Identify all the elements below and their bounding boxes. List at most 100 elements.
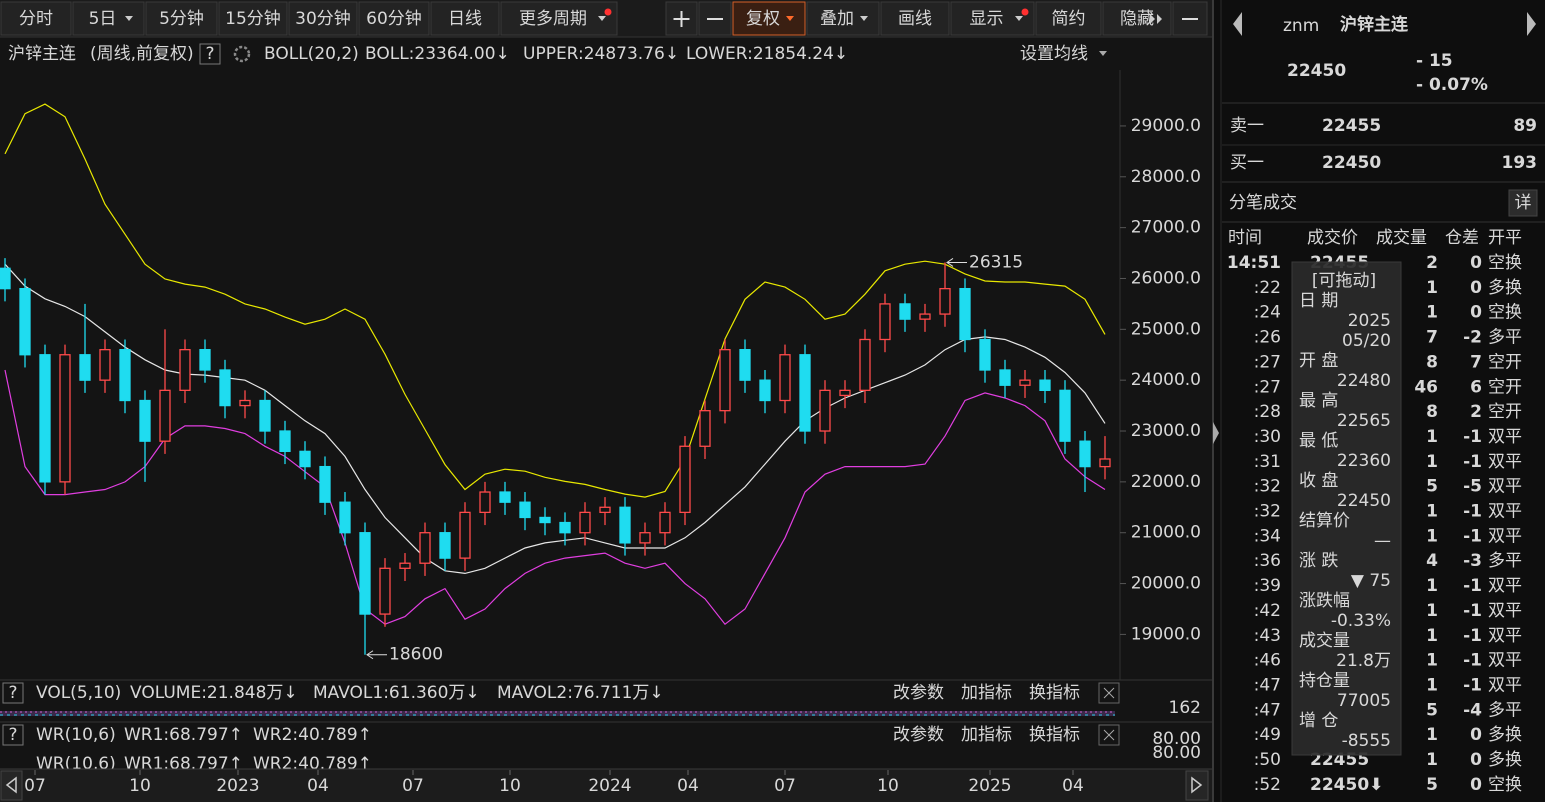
tick-time: 14:51 xyxy=(1227,253,1281,273)
tick-diff: -1 xyxy=(1463,601,1482,621)
candle-body xyxy=(0,267,11,290)
boll-line xyxy=(4,369,1106,626)
candle-body xyxy=(639,532,651,544)
panel-action[interactable]: 换指标 xyxy=(1029,683,1080,703)
tick-time: :47 xyxy=(1254,675,1281,695)
candle-body xyxy=(399,562,411,569)
candle-body xyxy=(139,399,151,442)
tick-volume: 1 xyxy=(1426,651,1438,671)
tick-time: :32 xyxy=(1254,477,1281,497)
hide-icon xyxy=(1157,14,1162,24)
toolbar-button[interactable] xyxy=(880,1,950,36)
toolbar-button[interactable] xyxy=(0,1,72,36)
tick-type: 空开 xyxy=(1488,352,1522,372)
quote-name: 沪锌主连 xyxy=(1340,14,1409,35)
toolbar-button[interactable] xyxy=(1035,1,1102,36)
tick-type: 双平 xyxy=(1488,651,1522,671)
indicator-value: MAVOL1:61.360万↓ xyxy=(313,683,480,703)
toolbar-button[interactable] xyxy=(218,1,288,36)
tick-type: 双平 xyxy=(1488,452,1522,472)
tick-type: 多平 xyxy=(1488,551,1522,571)
toolbar-label: 更多周期 xyxy=(519,9,587,29)
candle-body xyxy=(579,511,591,534)
indicator-value: WR1:68.797↑ xyxy=(124,725,243,745)
order-volume: 193 xyxy=(1502,153,1538,173)
panel-toggle[interactable] xyxy=(1213,422,1219,444)
order-price: 22450 xyxy=(1322,153,1381,173)
candle-body xyxy=(979,338,991,371)
detail-button[interactable] xyxy=(1508,189,1538,217)
candle-body xyxy=(199,349,211,371)
toolbar-label: 5分钟 xyxy=(159,9,204,29)
tick-diff: -2 xyxy=(1463,328,1482,348)
candle-body xyxy=(439,532,451,559)
popup-value: 22480 xyxy=(1337,371,1391,391)
info-indicator: BOLL(20,2) xyxy=(264,44,359,64)
panel-action[interactable]: 改参数 xyxy=(893,683,944,703)
candle-body xyxy=(679,445,691,514)
candle-body xyxy=(779,354,791,402)
toolbar-label: 60分钟 xyxy=(366,9,422,29)
info-popup[interactable] xyxy=(1291,261,1402,756)
info-symbol: 沪锌主连 xyxy=(8,44,76,64)
tick-type: 双平 xyxy=(1488,502,1522,522)
info-lower: LOWER:21854.24↓ xyxy=(686,44,848,64)
toolbar-button[interactable] xyxy=(72,1,145,36)
panel-action[interactable]: 加指标 xyxy=(961,683,1012,703)
candle-body xyxy=(459,511,471,559)
candle-body xyxy=(99,349,111,381)
toolbar-button[interactable] xyxy=(288,1,358,36)
y-tick-label: 21000.0 xyxy=(1131,523,1201,543)
y-tick-label: 22000.0 xyxy=(1131,472,1201,492)
tick-time: :22 xyxy=(1254,278,1281,298)
toolbar-button[interactable] xyxy=(500,1,618,36)
tick-diff: -1 xyxy=(1463,427,1482,447)
toolbar-button[interactable] xyxy=(358,1,430,36)
tick-type: 双平 xyxy=(1488,427,1522,447)
candle-body xyxy=(19,287,31,356)
candle-body xyxy=(619,506,631,544)
tick-volume: 2 xyxy=(1426,253,1438,273)
quote-change: - 15 xyxy=(1416,51,1453,71)
scroll-left-icon xyxy=(5,776,17,794)
candle-body xyxy=(379,567,391,615)
candle-body xyxy=(1079,440,1091,468)
panel-action[interactable]: 加指标 xyxy=(961,725,1012,745)
toolbar-label: 日线 xyxy=(448,9,482,29)
popup-label: 涨 跌 xyxy=(1299,551,1338,571)
tick-diff: -1 xyxy=(1463,526,1482,546)
tick-type: 双平 xyxy=(1488,601,1522,621)
toolbar-button[interactable] xyxy=(732,1,806,36)
toolbar-label: 画线 xyxy=(898,9,932,29)
toolbar-button[interactable] xyxy=(145,1,218,36)
next-symbol[interactable] xyxy=(1527,12,1536,36)
detail-label: 详 xyxy=(1515,193,1532,213)
tick-volume: 5 xyxy=(1426,700,1438,720)
panel-action[interactable]: 换指标 xyxy=(1029,725,1080,745)
tick-volume: 1 xyxy=(1426,526,1438,546)
candle-body xyxy=(819,389,831,432)
volume-strip xyxy=(0,711,1115,716)
scroll-right-button[interactable] xyxy=(1185,770,1209,801)
tick-volume: 5 xyxy=(1426,775,1438,795)
tick-time: :42 xyxy=(1254,601,1281,621)
toolbar-button[interactable] xyxy=(806,1,880,36)
high-label: 26315 xyxy=(969,252,1023,272)
candle-body xyxy=(519,501,531,519)
tick-volume: 7 xyxy=(1426,328,1438,348)
candle-body xyxy=(899,303,911,320)
panel-action[interactable]: 改参数 xyxy=(893,725,944,745)
scroll-left-button[interactable] xyxy=(0,770,23,801)
popup-label: 最 低 xyxy=(1299,431,1338,451)
prev-symbol[interactable] xyxy=(1233,12,1242,36)
toolbar-label: 简约 xyxy=(1052,9,1086,29)
x-tick-label: 2023 xyxy=(216,776,259,796)
quote-code: znm xyxy=(1283,16,1319,36)
low-arrow xyxy=(366,650,374,660)
tick-type: 空开 xyxy=(1488,377,1522,397)
tick-volume: 1 xyxy=(1426,750,1438,770)
help-button xyxy=(2,682,24,704)
tick-diff: 7 xyxy=(1470,352,1482,372)
tick-diff: -3 xyxy=(1463,551,1482,571)
toolbar-button[interactable] xyxy=(430,1,500,36)
